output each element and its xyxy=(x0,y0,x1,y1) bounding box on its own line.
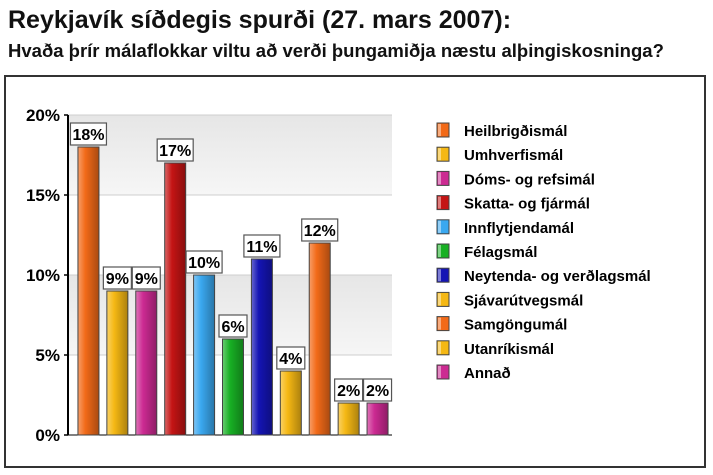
value-label-box xyxy=(276,346,306,370)
bar xyxy=(366,402,389,436)
legend-swatch-highlight xyxy=(438,341,441,354)
value-label: 17% xyxy=(159,143,191,160)
value-label: 2% xyxy=(366,383,389,400)
bar xyxy=(193,274,216,436)
value-label: 12% xyxy=(304,223,336,240)
value-label-box xyxy=(362,378,393,402)
y-tick-label: 10% xyxy=(26,266,60,285)
value-label: 2% xyxy=(337,383,360,400)
legend-label: Félagsmál xyxy=(464,244,537,261)
legend-swatch-highlight xyxy=(438,366,441,378)
legend-swatch-highlight xyxy=(438,172,441,185)
legend-swatch-highlight xyxy=(438,124,441,136)
value-label: 4% xyxy=(279,351,302,368)
value-label-box xyxy=(131,266,161,290)
value-label-box xyxy=(218,314,248,338)
value-label: 11% xyxy=(246,239,277,256)
legend-swatch-highlight xyxy=(438,220,441,233)
bar xyxy=(77,146,100,436)
bar xyxy=(337,402,360,436)
bar-value-labels: 18% 9% 9% 17% 10% 6% 11% 4% 12% 2% 2% xyxy=(69,122,393,402)
legend-label: Samgöngumál xyxy=(464,317,567,334)
legend-swatch-highlight xyxy=(438,196,441,209)
legend-label: Utanríkismál xyxy=(464,341,554,358)
value-label-box xyxy=(243,234,281,258)
value-label: 10% xyxy=(188,255,220,272)
legend-label: Innflytjendamál xyxy=(464,220,574,237)
legend: Heilbrigðismál Umhverfismál Dóms- og refsi… xyxy=(436,122,651,382)
bar xyxy=(250,258,273,436)
legend-swatch-highlight xyxy=(438,245,441,257)
legend-label: Dóms- og refsimál xyxy=(464,171,595,188)
y-tick-label: 15% xyxy=(26,186,60,205)
y-tick-label: 5% xyxy=(35,346,60,365)
value-label-box xyxy=(185,250,223,274)
legend-swatch-highlight xyxy=(438,317,441,330)
legend-label: Heilbrigðismál xyxy=(464,123,567,140)
legend-swatch-highlight xyxy=(438,269,441,282)
bar xyxy=(164,162,187,436)
legend-label: Skatta- og fjármál xyxy=(464,196,590,213)
value-label-box xyxy=(301,218,339,242)
value-label-box xyxy=(69,122,108,146)
legend-label: Umhverfismál xyxy=(464,147,563,164)
bar xyxy=(279,370,302,436)
y-tick-label: 20% xyxy=(26,106,60,125)
value-label: 9% xyxy=(135,271,158,288)
legend-label: Sjávarútvegsmál xyxy=(464,292,583,309)
bars xyxy=(77,146,389,436)
value-label: 9% xyxy=(106,271,129,288)
value-label-box xyxy=(334,378,364,402)
legend-swatch-highlight xyxy=(438,148,441,161)
legend-label: Annað xyxy=(464,365,511,382)
y-tick-label: 0% xyxy=(35,426,60,445)
bar xyxy=(222,338,244,436)
value-label: 6% xyxy=(221,319,244,336)
grid-band xyxy=(68,115,392,195)
value-label: 18% xyxy=(72,127,104,144)
bar xyxy=(135,290,158,436)
legend-label: Neytenda- og verðlagsmál xyxy=(464,268,651,285)
value-label-box xyxy=(102,266,132,290)
chart-subtitle: Hvaða þrír málaflokkar viltu að verði þu… xyxy=(8,40,664,61)
legend-swatch-highlight xyxy=(438,293,441,306)
value-label-box xyxy=(156,138,194,162)
bar xyxy=(106,290,129,436)
chart-title: Reykjavík síðdegis spurði (27. mars 2007… xyxy=(8,6,512,34)
bar xyxy=(308,242,331,436)
